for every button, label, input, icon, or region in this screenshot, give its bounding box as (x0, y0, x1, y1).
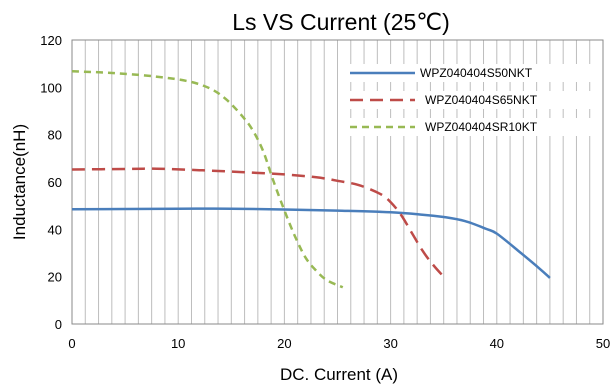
tick-labels: 0 10 20 30 40 50 0 20 40 60 80 100 120 (40, 33, 610, 351)
y-tick-label: 80 (48, 128, 62, 143)
x-axis-title: DC. Current (A) (280, 365, 398, 384)
grid-lines (84, 40, 591, 324)
y-tick-label: 20 (48, 270, 62, 285)
y-tick-label: 60 (48, 175, 62, 190)
legend-backdrop (348, 91, 598, 109)
x-tick-label: 50 (596, 336, 610, 351)
x-tick-label: 20 (277, 336, 291, 351)
y-tick-label: 0 (55, 317, 62, 332)
y-axis-title: Inductance(nH) (10, 124, 29, 240)
x-tick-label: 30 (383, 336, 397, 351)
y-tick-label: 100 (40, 80, 62, 95)
series-line-2 (71, 167, 445, 278)
x-tick-label: 10 (171, 336, 185, 351)
series-line-3 (71, 69, 344, 289)
legend-label-1: WPZ040404S50NKT (420, 66, 533, 80)
y-tick-label: 120 (40, 33, 62, 48)
plot-area-frame (71, 39, 604, 325)
legend-label-3: WPZ040404SR10KT (425, 120, 538, 134)
series-line-1 (71, 207, 551, 279)
legend-label-2: WPZ040404S65NKT (425, 93, 538, 107)
x-tick-label: 40 (490, 336, 504, 351)
y-tick-label: 40 (48, 222, 62, 237)
chart-title: Ls VS Current (25℃) (232, 9, 450, 35)
legend-backdrop (348, 64, 598, 82)
legend: WPZ040404S50NKT WPZ040404S65NKT WPZ040404S… (348, 64, 598, 136)
x-tick-label: 0 (68, 336, 75, 351)
legend-backdrop (348, 118, 598, 136)
data-series (71, 69, 551, 289)
